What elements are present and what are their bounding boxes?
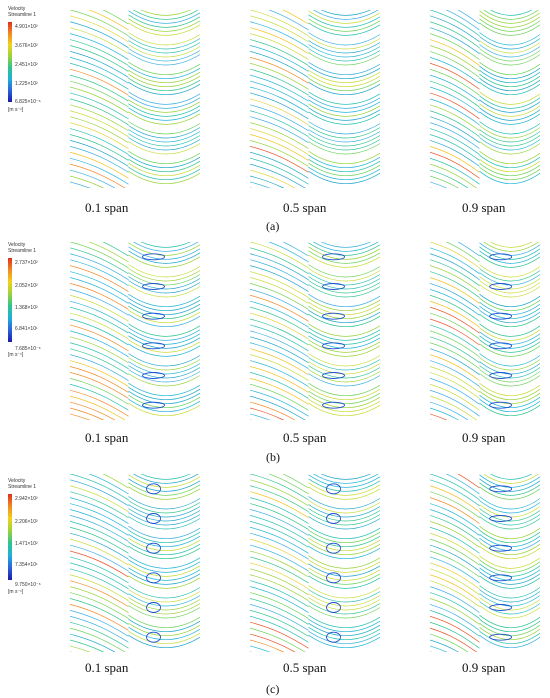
legend-title: Velocity (8, 478, 26, 484)
streamline-panel-c-2 (250, 474, 380, 652)
streamline-panel-a-1 (70, 10, 200, 188)
span-label: 0.9 span (462, 430, 506, 445)
legend-tick: 1.471×10² (15, 541, 38, 547)
streamlines (250, 242, 380, 420)
streamlines (70, 474, 200, 652)
figure-row-a: Velocity Streamline 1 4.901×10² 3.676×10… (0, 0, 550, 233)
velocity-legend-a: Velocity Streamline 1 4.901×10² 3.676×10… (8, 6, 70, 116)
legend-tick: 6.841×10¹ (15, 326, 38, 332)
legend-tick: 2.206×10² (15, 519, 38, 525)
streamlines (70, 242, 200, 420)
streamlines (430, 10, 540, 188)
legend-title: Velocity (8, 6, 26, 12)
span-label: 0.9 span (462, 200, 506, 215)
legend-tick: 4.901×10² (15, 24, 38, 30)
streamline-panel-b-2 (250, 242, 380, 420)
streamlines (70, 10, 200, 188)
span-label: 0.9 span (462, 660, 506, 675)
legend-unit: [m s⁻¹] (8, 107, 24, 113)
span-label: 0.1 span (85, 200, 129, 215)
subfigure-label: (b) (266, 450, 280, 464)
legend-tick: 2.451×10² (15, 62, 38, 68)
legend-tick: 2.052×10² (15, 283, 38, 289)
streamlines (430, 242, 540, 420)
streamlines (250, 474, 380, 652)
streamline-panel-c-3 (430, 474, 540, 652)
streamline-panel-a-2 (250, 10, 380, 188)
streamlines (250, 10, 380, 188)
span-label: 0.1 span (85, 430, 129, 445)
legend-tick: 1.368×10² (15, 305, 38, 311)
legend-subtitle: Streamline 1 (8, 248, 37, 254)
legend-tick: 7.354×10¹ (15, 562, 38, 568)
figure-row-c: Velocity Streamline 1 2.942×10² 2.206×10… (0, 464, 550, 698)
legend-tick: 7.685×10⁻⁶ (15, 346, 41, 352)
legend-tick: 2.737×10² (15, 260, 38, 266)
streamlines (430, 474, 540, 652)
streamline-panel-a-3 (430, 10, 540, 188)
streamline-panel-b-3 (430, 242, 540, 420)
subfigure-label: (c) (266, 682, 280, 696)
legend-unit: [m s⁻¹] (8, 352, 24, 358)
color-scale-bar (8, 258, 12, 342)
legend-tick: 3.676×10² (15, 43, 38, 49)
span-label: 0.5 span (283, 430, 327, 445)
legend-tick: 2.942×10² (15, 496, 38, 502)
legend-subtitle: Streamline 1 (8, 484, 37, 490)
span-label: 0.5 span (283, 660, 327, 675)
legend-unit: [m s⁻¹] (8, 589, 24, 595)
subfigure-label: (a) (266, 219, 280, 233)
legend-tick: 9.750×10⁻⁶ (15, 582, 41, 588)
figure-row-b: Velocity Streamline 1 2.737×10² 2.052×10… (0, 232, 550, 464)
legend-tick: 6.825×10⁻⁶ (15, 99, 41, 105)
legend-title: Velocity (8, 242, 26, 248)
velocity-legend-b: Velocity Streamline 1 2.737×10² 2.052×10… (8, 242, 70, 358)
color-scale-bar (8, 494, 12, 580)
velocity-legend-c: Velocity Streamline 1 2.942×10² 2.206×10… (8, 478, 70, 595)
span-label: 0.5 span (283, 200, 327, 215)
streamline-panel-b-1 (70, 242, 200, 420)
legend-tick: 1.225×10² (15, 81, 38, 87)
legend-subtitle: Streamline 1 (8, 12, 37, 18)
streamline-panel-c-1 (70, 474, 200, 652)
span-label: 0.1 span (85, 660, 129, 675)
color-scale-bar (8, 22, 12, 102)
